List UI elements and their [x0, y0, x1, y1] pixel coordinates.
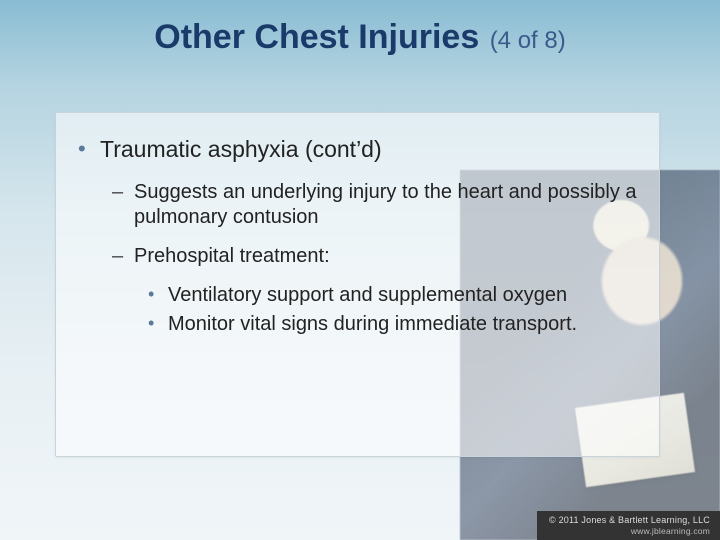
copyright-url: www.jblearning.com — [549, 526, 710, 536]
bullet-lvl2-b-text: Prehospital treatment: — [134, 245, 330, 267]
bullet-lvl2-a: Suggests an underlying injury to the hea… — [112, 180, 637, 230]
bullet-lvl3-b: Monitor vital signs during immediate tra… — [148, 312, 637, 337]
title-main-text: Other Chest Injuries — [154, 18, 479, 56]
copyright-line1: © 2011 Jones & Bartlett Learning, LLC — [549, 515, 710, 525]
bullet-lvl1-text: Traumatic asphyxia (cont’d) — [100, 136, 382, 162]
bullet-lvl3-b-text: Monitor vital signs during immediate tra… — [168, 313, 577, 335]
title-sub-text: (4 of 8) — [490, 27, 566, 54]
bullet-lvl2-b: Prehospital treatment: — [112, 244, 637, 269]
content-box: Traumatic asphyxia (cont’d) Suggests an … — [55, 112, 660, 457]
copyright-badge: © 2011 Jones & Bartlett Learning, LLC ww… — [537, 511, 720, 540]
slide: Other Chest Injuries (4 of 8) Traumatic … — [0, 0, 720, 540]
bullet-lvl3-a: Ventilatory support and supplemental oxy… — [148, 283, 637, 308]
bullet-lvl2-a-text: Suggests an underlying injury to the hea… — [134, 181, 637, 228]
slide-title: Other Chest Injuries (4 of 8) — [0, 18, 720, 57]
bullet-lvl3-a-text: Ventilatory support and supplemental oxy… — [168, 284, 567, 306]
bullet-lvl1: Traumatic asphyxia (cont’d) — [78, 135, 637, 164]
